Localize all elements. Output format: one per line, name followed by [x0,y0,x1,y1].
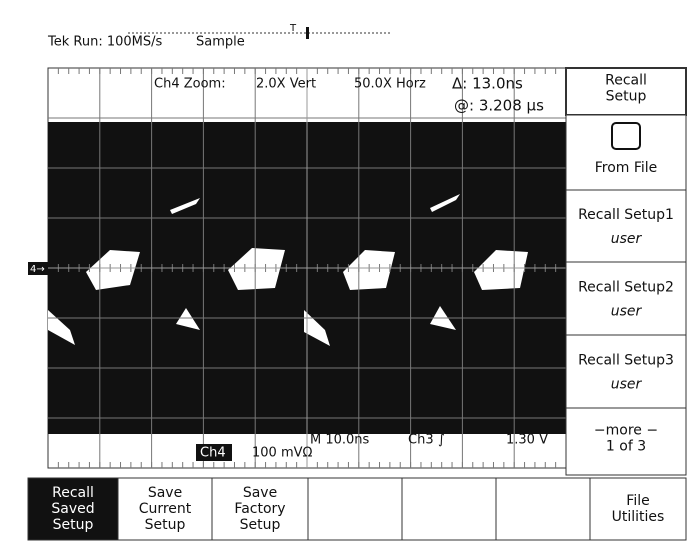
channel-marker: 4→ [30,264,45,275]
timebase: M 10.0ns [310,433,370,448]
position: @: 3.208 μs [454,97,544,115]
trigger-level: 1.30 V [506,433,548,448]
menu-label: 1 of 3 [606,439,646,455]
button-label: Saved [51,501,94,517]
button-label: Setup [53,517,94,533]
menu-label: user [611,304,643,320]
menu-button[interactable] [566,262,686,335]
menu-label: Recall Setup1 [578,207,674,223]
button-label: Setup [240,517,281,533]
button-label: Recall [52,485,94,501]
menu-label: user [611,377,643,393]
zoom-vert: 2.0X Vert [256,77,316,92]
button-label: Utilities [612,509,665,525]
menu-label: Recall Setup2 [578,280,674,296]
button-label: File [626,493,649,509]
menu-button[interactable] [566,190,686,262]
menu-button[interactable] [566,115,686,190]
trigger-marker: T [289,23,297,34]
button-label: Factory [234,501,285,517]
menu-label: user [611,231,643,247]
bottom-button[interactable] [402,478,496,540]
bottom-button[interactable] [308,478,402,540]
trigger-slope: ∫ [438,433,445,448]
button-label: Setup [145,517,186,533]
button-label: Save [243,485,277,501]
bottom-button[interactable] [496,478,590,540]
scope-screen: Tek Run: 100MS/s Sample T Ch4 Zoom: 2.0X… [0,0,694,548]
menu-label: Recall [605,73,647,89]
menu-label: −more − [594,423,658,439]
delta: Δ: 13.0ns [452,75,523,93]
button-label: Save [148,485,182,501]
status: Tek Run: 100MS/s [47,35,162,50]
menu-label: Recall Setup3 [578,353,674,369]
button-label: Current [139,501,192,517]
trigger-source: Ch3 [408,433,434,448]
zoom: Ch4 Zoom: [154,77,226,92]
volts-div: 100 mVΩ [252,446,313,461]
record-pos [306,27,309,39]
menu-label: From File [595,160,658,176]
zoom-horz: 50.0X Horz [354,77,426,92]
channel: Ch4 [200,446,226,461]
menu-button[interactable] [566,335,686,408]
acq-mode: Sample [196,35,245,50]
bottom-menu: RecallSavedSetupSaveCurrentSetupSaveFact… [28,478,686,540]
menu-label: Setup [606,89,647,105]
